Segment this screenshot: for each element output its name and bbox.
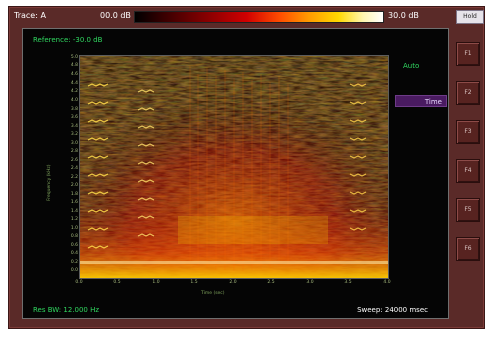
y-axis-title: Frequency (kHz) bbox=[47, 164, 52, 201]
y-tick: 0.6 bbox=[70, 243, 78, 248]
top-status-bar: Trace: A 00.0 dB 30.0 dB Hold bbox=[8, 6, 484, 26]
x-tick: 3.5 bbox=[344, 280, 352, 285]
y-tick: 3.4 bbox=[70, 124, 78, 129]
center-energy-band bbox=[178, 216, 328, 244]
x-tick: 1.5 bbox=[190, 280, 198, 285]
y-tick: 1.6 bbox=[70, 200, 78, 205]
baseline-bright-line bbox=[80, 261, 388, 264]
y-tick: 2.4 bbox=[70, 166, 78, 171]
y-tick: 1.2 bbox=[70, 217, 78, 222]
spectrogram-plot[interactable] bbox=[79, 55, 389, 279]
x-tick: 0.5 bbox=[113, 280, 121, 285]
sweep-time: Sweep: 24000 msec bbox=[357, 306, 428, 314]
y-tick: 5.0 bbox=[70, 55, 78, 60]
y-tick: 0.2 bbox=[70, 260, 78, 265]
x-tick: 1.0 bbox=[152, 280, 160, 285]
spectrogram-canvas bbox=[80, 56, 388, 278]
low-frequency-band bbox=[80, 206, 388, 278]
f4-button[interactable]: F4 bbox=[456, 159, 480, 183]
f1-button[interactable]: F1 bbox=[456, 42, 480, 66]
colorbar-max-label: 30.0 dB bbox=[388, 11, 419, 20]
amplitude-colorbar bbox=[134, 11, 384, 23]
y-tick: 2.6 bbox=[70, 158, 78, 163]
y-tick: 2.8 bbox=[70, 149, 78, 154]
y-tick: 4.2 bbox=[70, 89, 78, 94]
colorbar-min-label: 00.0 dB bbox=[100, 11, 131, 20]
y-tick: 4.4 bbox=[70, 81, 78, 86]
y-tick: 3.2 bbox=[70, 132, 78, 137]
second-harmonics bbox=[137, 89, 155, 237]
y-tick: 3.8 bbox=[70, 107, 78, 112]
reference-level: Reference: -30.0 dB bbox=[33, 36, 103, 44]
y-tick: 4.0 bbox=[70, 98, 78, 103]
y-tick: 0.8 bbox=[70, 234, 78, 239]
mode-time-selected[interactable]: Time bbox=[395, 95, 447, 107]
f3-button[interactable]: F3 bbox=[456, 120, 480, 144]
y-tick: 4.8 bbox=[70, 63, 78, 68]
y-tick: 1.0 bbox=[70, 226, 78, 231]
x-axis-ticks: 0.0 0.5 1.0 1.5 2.0 2.5 3.0 3.5 4.0 bbox=[75, 280, 391, 290]
y-tick: 0.4 bbox=[70, 251, 78, 256]
x-axis-title: Time (sec) bbox=[201, 291, 225, 296]
f6-button[interactable]: F6 bbox=[456, 237, 480, 261]
trace-label: Trace: A bbox=[14, 11, 46, 20]
x-tick: 2.0 bbox=[229, 280, 237, 285]
y-tick: 1.8 bbox=[70, 192, 78, 197]
y-tick: 0.0 bbox=[70, 268, 78, 273]
f2-button[interactable]: F2 bbox=[456, 81, 480, 105]
y-tick: 3.0 bbox=[70, 141, 78, 146]
y-axis-ticks: 5.0 4.8 4.6 4.4 4.2 4.0 3.8 3.6 3.4 3.2 … bbox=[64, 55, 78, 277]
vertical-texture bbox=[189, 66, 289, 271]
spectrogram-screen: Reference: -30.0 dB Auto Time 5.0 4.8 4.… bbox=[22, 28, 449, 319]
x-tick: 3.0 bbox=[306, 280, 314, 285]
hold-button[interactable]: Hold bbox=[456, 10, 484, 24]
x-tick: 4.0 bbox=[383, 280, 391, 285]
right-harmonics bbox=[349, 83, 367, 231]
f5-button[interactable]: F5 bbox=[456, 198, 480, 222]
y-tick: 2.2 bbox=[70, 175, 78, 180]
left-harmonics bbox=[87, 83, 109, 249]
y-tick: 4.6 bbox=[70, 72, 78, 77]
mode-auto[interactable]: Auto bbox=[403, 62, 420, 70]
x-tick: 0.0 bbox=[75, 280, 83, 285]
y-tick: 3.6 bbox=[70, 115, 78, 120]
y-tick: 2.0 bbox=[70, 183, 78, 188]
resolution-bandwidth: Res BW: 12.000 Hz bbox=[33, 306, 100, 314]
x-tick: 2.5 bbox=[267, 280, 275, 285]
y-tick: 1.4 bbox=[70, 209, 78, 214]
